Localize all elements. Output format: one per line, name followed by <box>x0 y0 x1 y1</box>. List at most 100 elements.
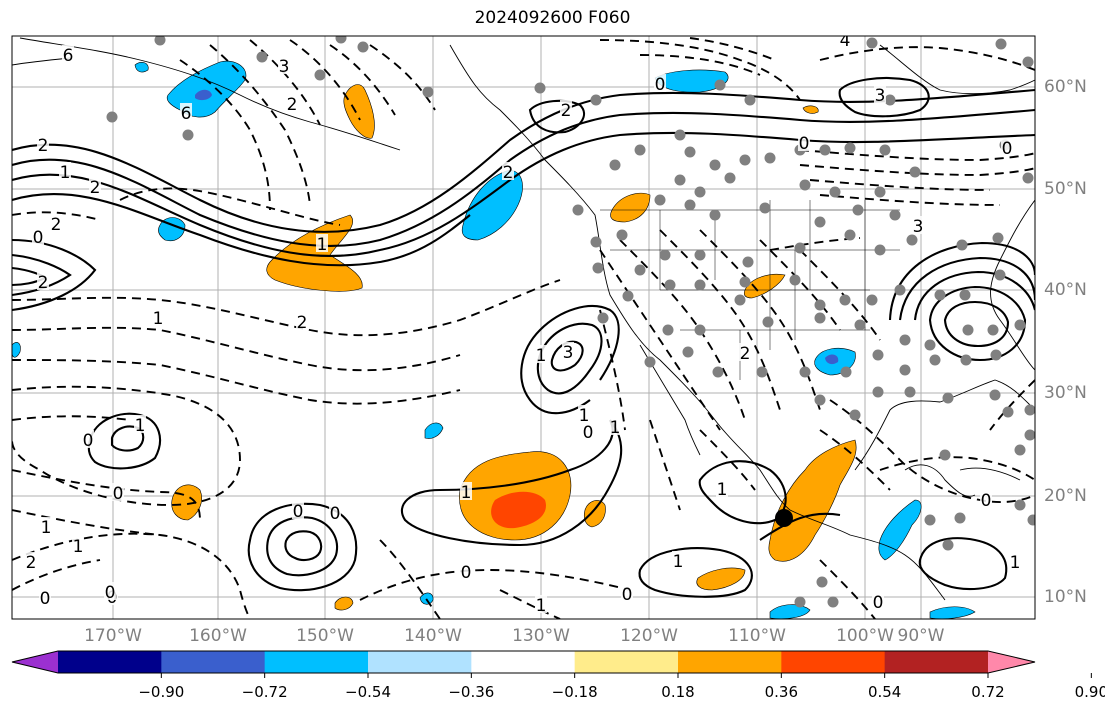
station-dot <box>829 186 841 198</box>
shading-positive <box>266 214 363 292</box>
station-dot <box>256 51 268 63</box>
station-dot <box>659 249 671 261</box>
contour-label: 1 <box>73 537 84 557</box>
station-dot <box>794 596 806 608</box>
contour-label: 1 <box>610 418 621 438</box>
latitude-tick-label: 30°N <box>1044 383 1087 403</box>
shading-negative <box>461 169 523 241</box>
shading-negative <box>424 422 444 439</box>
station-dot <box>904 386 916 398</box>
contour-label-background <box>37 135 49 153</box>
contour-label-background <box>82 430 94 448</box>
station-dot <box>712 366 724 378</box>
contour-label: 6 <box>181 104 192 124</box>
station-dot <box>884 94 896 106</box>
colorbar-tick-label: −0.18 <box>551 683 598 701</box>
contour-label-background <box>25 552 37 570</box>
station-dot <box>674 129 686 141</box>
contour-label-background <box>1009 552 1021 570</box>
station-dot <box>1014 444 1026 456</box>
contour-label: 6 <box>63 46 74 66</box>
station-dot <box>759 202 771 214</box>
station-dot <box>644 356 656 368</box>
station-dot <box>756 366 768 378</box>
colorbar-outline <box>11 650 1036 674</box>
shading-negative <box>419 592 434 605</box>
contour-label-background <box>460 562 472 580</box>
station-dot <box>942 392 954 404</box>
station-dot <box>1027 514 1035 526</box>
contour-label: 0 <box>981 491 992 511</box>
station-dot <box>816 576 828 588</box>
contour-label-background <box>329 503 341 521</box>
station-dot <box>654 194 666 206</box>
station-dot <box>597 312 609 324</box>
station-dot <box>994 269 1006 281</box>
colorbar-tick-label: −0.36 <box>448 683 495 701</box>
station-dot <box>1024 429 1035 441</box>
contour-label-background <box>654 74 666 92</box>
station-dot <box>1024 404 1035 416</box>
station-dot <box>709 209 721 221</box>
station-dot <box>694 279 706 291</box>
contour-label: 3 <box>913 217 924 237</box>
station-dot <box>840 366 852 378</box>
station-dot <box>799 366 811 378</box>
longitude-tick-label: 170°W <box>84 626 142 646</box>
contour-labels: 6326021202212231110110010102001210330004… <box>25 36 1021 616</box>
contour-label: 3 <box>563 343 574 363</box>
coastlines <box>12 37 1035 601</box>
station-dot <box>724 172 736 184</box>
contour-label-background <box>621 584 633 602</box>
station-dot <box>852 204 864 216</box>
station-dot <box>1002 406 1014 418</box>
coastline-hudson <box>879 44 1035 95</box>
station-dot <box>609 159 621 171</box>
station-dot <box>959 289 971 301</box>
station-dot <box>899 364 911 376</box>
station-dot <box>590 236 602 248</box>
station-dot <box>894 284 906 296</box>
station-dot <box>634 264 646 276</box>
colorbar-tick-label: 0.90 <box>1074 683 1105 701</box>
contour-label-background <box>72 536 84 554</box>
contour-label: 1 <box>717 480 728 500</box>
station-dot <box>709 159 721 171</box>
station-dot <box>995 38 1007 50</box>
shading-negative <box>134 61 149 73</box>
colorbar-extend-low <box>12 651 58 673</box>
station-dot <box>956 239 968 251</box>
contour-label-background <box>562 342 574 360</box>
colorbar-segment <box>161 651 266 673</box>
latitude-tick-label: 40°N <box>1044 280 1087 300</box>
coastline-alaska <box>19 37 401 151</box>
contour-label-background <box>502 162 514 180</box>
contour-label-background <box>89 177 101 195</box>
contour-label-background <box>296 312 308 330</box>
station-dot <box>682 346 694 358</box>
longitude-tick-label: 160°W <box>189 626 247 646</box>
contour-label-background <box>104 582 116 600</box>
coastline-gulf <box>854 379 1031 471</box>
station-dot <box>992 232 1004 244</box>
station-dot <box>909 166 921 178</box>
contour-label-background <box>839 36 851 48</box>
station-dot <box>662 324 674 336</box>
longitude-tick-label: 90°W <box>897 626 945 646</box>
contour-label: 0 <box>113 484 124 504</box>
station-dot <box>866 37 878 49</box>
station-dot <box>335 36 347 44</box>
contour-label-background <box>292 501 304 519</box>
station-dot <box>739 154 751 166</box>
contour-label-background <box>739 343 751 361</box>
contour-label: 0 <box>330 504 341 524</box>
latitude-tick-label: 50°N <box>1044 179 1087 199</box>
contour-label: 2 <box>38 273 49 293</box>
contour-label: 1 <box>1010 553 1021 573</box>
contour-label-background <box>152 308 164 326</box>
station-dot <box>1022 172 1034 184</box>
contour-label: 0 <box>33 228 44 248</box>
contour-label: 2 <box>38 136 49 156</box>
coastline-yucatan <box>904 464 976 497</box>
station-dot <box>742 256 754 268</box>
